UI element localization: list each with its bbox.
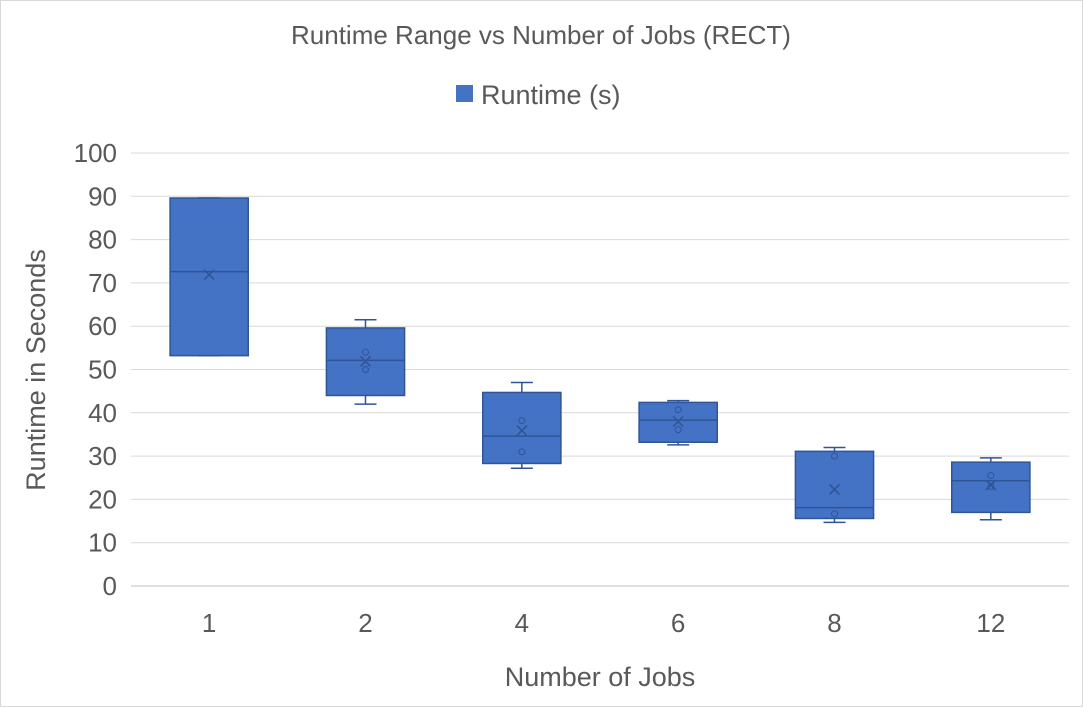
x-tick-label: 2 <box>358 608 372 638</box>
x-tick-label: 4 <box>515 608 529 638</box>
x-tick-label: 12 <box>976 608 1005 638</box>
x-tick-label: 1 <box>202 608 216 638</box>
data-point <box>362 366 369 373</box>
data-point <box>831 510 838 518</box>
y-tick-label: 30 <box>88 441 117 471</box>
y-tick-label: 0 <box>103 571 117 601</box>
y-tick-label: 10 <box>88 528 117 558</box>
legend: Runtime (s) <box>456 80 621 110</box>
y-tick-label: 50 <box>88 355 117 385</box>
x-tick-label: 6 <box>671 608 685 638</box>
x-axis-title: Number of Jobs <box>505 662 696 692</box>
mean-marker <box>985 479 997 491</box>
mean-marker <box>203 269 215 281</box>
box-group <box>794 446 875 524</box>
y-tick-label: 70 <box>88 268 117 298</box>
x-tick-label: 8 <box>827 608 841 638</box>
data-point <box>987 482 995 490</box>
chart-title: Runtime Range vs Number of Jobs (RECT) <box>291 20 791 50</box>
box <box>169 197 249 357</box>
y-tick-label: 40 <box>88 398 117 428</box>
data-point <box>362 348 369 356</box>
box <box>951 461 1031 514</box>
data-point <box>831 452 838 460</box>
mean-marker <box>672 415 684 428</box>
box-group <box>638 399 718 446</box>
y-tick-label: 90 <box>88 181 117 211</box>
y-tick-label: 80 <box>88 225 117 255</box>
box-group <box>482 381 562 469</box>
data-point <box>987 472 995 480</box>
box <box>482 391 562 465</box>
x-axis-ticks: 1 2 4 6 8 12 <box>202 608 1005 638</box>
box-series <box>169 197 1031 524</box>
data-point <box>518 417 526 425</box>
data-point <box>674 426 682 434</box>
data-point <box>674 406 682 414</box>
y-axis-ticks: 0 10 20 30 40 50 60 70 80 90 100 <box>74 138 117 601</box>
y-axis-title: Runtime in Seconds <box>21 249 51 491</box>
mean-marker <box>359 355 372 367</box>
legend-swatch <box>456 85 473 102</box>
data-point <box>518 448 526 456</box>
grid-lines <box>131 152 1069 587</box>
y-tick-label: 100 <box>74 138 117 168</box>
box-group <box>951 457 1031 521</box>
box-group <box>169 197 249 357</box>
mean-marker <box>828 483 841 496</box>
y-tick-label: 20 <box>88 484 117 514</box>
box <box>794 450 875 520</box>
legend-label: Runtime (s) <box>481 80 621 110</box>
y-tick-label: 60 <box>88 311 117 341</box>
mean-marker <box>516 424 528 437</box>
box-group <box>325 318 406 405</box>
